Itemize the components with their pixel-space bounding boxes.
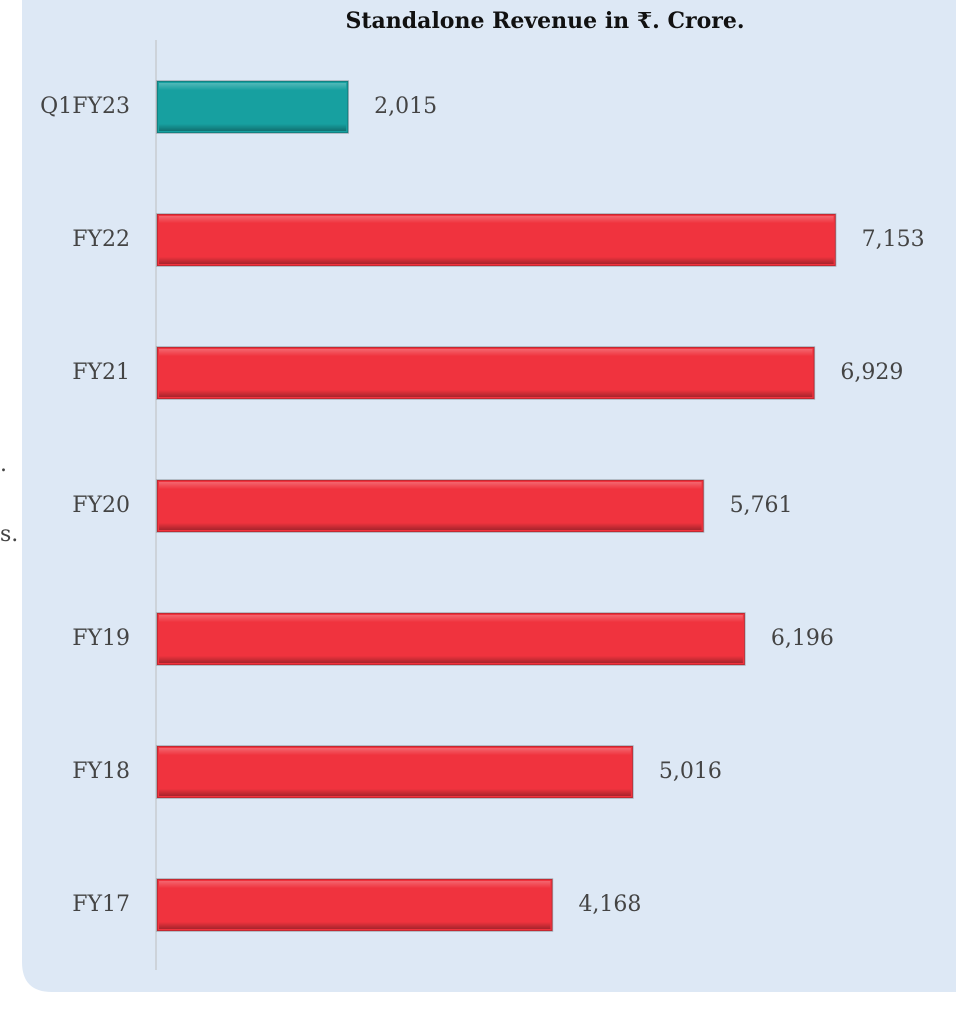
y-tick-label: FY20	[72, 493, 130, 518]
value-label: 4,168	[578, 892, 641, 917]
y-tick-label: FY22	[72, 227, 130, 252]
value-label: 6,196	[771, 626, 834, 651]
value-label: 6,929	[840, 360, 903, 385]
cropped-text: s.	[0, 522, 18, 547]
y-tick-label: FY19	[72, 626, 130, 651]
bar-bevel	[159, 349, 813, 397]
y-tick-label: FY18	[72, 759, 130, 784]
bar-bevel	[159, 748, 631, 796]
chart-title: Standalone Revenue in ₹. Crore.	[346, 8, 745, 34]
bar-bevel	[159, 216, 834, 264]
y-tick-label: FY17	[72, 892, 130, 917]
bar-bevel	[159, 615, 743, 663]
value-label: 7,153	[862, 227, 925, 252]
cropped-text: .	[0, 452, 7, 477]
value-label: 2,015	[374, 94, 437, 119]
bar-bevel	[159, 881, 551, 929]
value-label: 5,016	[659, 759, 722, 784]
value-label: 5,761	[730, 493, 793, 518]
y-tick-label: Q1FY23	[40, 94, 130, 119]
y-tick-label: FY21	[72, 360, 130, 385]
bar-bevel	[159, 482, 702, 530]
bar-bevel	[159, 83, 347, 131]
